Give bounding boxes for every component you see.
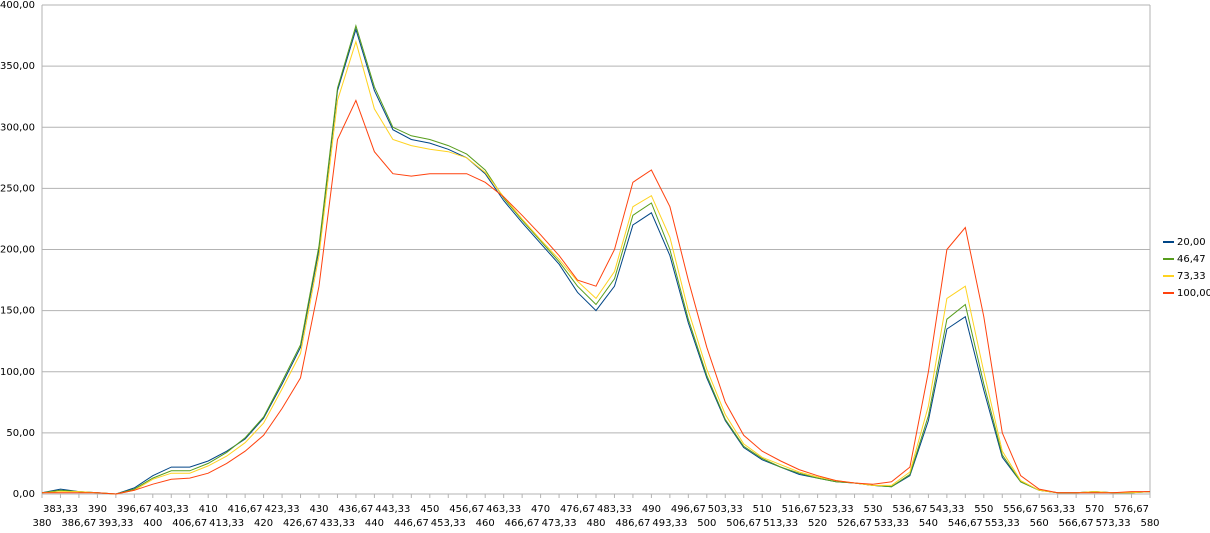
y-tick-label: 150,00 xyxy=(0,306,35,317)
y-tick-label: 0,00 xyxy=(13,489,35,500)
x-tick-label: 393,33 xyxy=(98,518,133,529)
x-tick-label: 560 xyxy=(1030,518,1049,529)
x-tick-label: 530 xyxy=(863,504,882,515)
y-tick-label: 350,00 xyxy=(0,61,35,72)
y-tick-label: 200,00 xyxy=(0,245,35,256)
x-tick-label: 423,33 xyxy=(265,504,300,515)
legend-label: 46,47 xyxy=(1177,254,1206,265)
x-tick-label: 443,33 xyxy=(375,504,410,515)
x-tick-label: 420 xyxy=(254,518,273,529)
x-tick-label: 536,67 xyxy=(892,504,927,515)
x-tick-label: 473,33 xyxy=(542,518,577,529)
x-tick-label: 550 xyxy=(974,504,993,515)
x-tick-label: 556,67 xyxy=(1003,504,1038,515)
x-tick-label: 456,67 xyxy=(449,504,484,515)
x-tick-label: 506,67 xyxy=(726,518,761,529)
x-tick-label: 573,33 xyxy=(1096,518,1131,529)
x-tick-label: 416,67 xyxy=(228,504,263,515)
y-tick-label: 50,00 xyxy=(6,428,35,439)
x-tick-label: 486,67 xyxy=(615,518,650,529)
x-tick-label: 390 xyxy=(88,504,107,515)
x-tick-label: 480 xyxy=(586,518,605,529)
x-tick-label: 383,33 xyxy=(43,504,78,515)
x-tick-label: 500 xyxy=(697,518,716,529)
x-tick-label: 453,33 xyxy=(431,518,466,529)
x-tick-label: 483,33 xyxy=(597,504,632,515)
x-tick-label: 516,67 xyxy=(782,504,817,515)
x-tick-label: 466,67 xyxy=(505,518,540,529)
x-tick-label: 400 xyxy=(143,518,162,529)
series-line xyxy=(42,99,1150,495)
x-tick-label: 470 xyxy=(531,504,550,515)
x-tick-label: 410 xyxy=(199,504,218,515)
x-tick-label: 440 xyxy=(365,518,384,529)
series-line xyxy=(41,27,1151,495)
x-tick-label: 540 xyxy=(919,518,938,529)
series-line xyxy=(41,39,1151,495)
x-tick-label: 566,67 xyxy=(1059,518,1094,529)
x-tick-label: 450 xyxy=(420,504,439,515)
x-tick-label: 526,67 xyxy=(837,518,872,529)
x-tick-label: 446,67 xyxy=(394,518,429,529)
x-tick-label: 580 xyxy=(1140,518,1159,529)
x-tick-label: 510 xyxy=(753,504,772,515)
y-tick-label: 400,00 xyxy=(0,0,35,11)
legend-label: 100,00 xyxy=(1177,288,1210,299)
x-tick-label: 463,33 xyxy=(486,504,521,515)
series-line xyxy=(41,24,1151,495)
x-tick-label: 433,33 xyxy=(320,518,355,529)
x-tick-label: 570 xyxy=(1085,504,1104,515)
x-tick-label: 403,33 xyxy=(154,504,189,515)
x-tick-label: 523,33 xyxy=(819,504,854,515)
legend-label: 73,33 xyxy=(1177,271,1206,282)
y-tick-label: 300,00 xyxy=(0,122,35,133)
x-tick-label: 553,33 xyxy=(985,518,1020,529)
x-tick-label: 543,33 xyxy=(929,504,964,515)
x-tick-label: 513,33 xyxy=(763,518,798,529)
x-tick-label: 460 xyxy=(476,518,495,529)
x-tick-label: 430 xyxy=(309,504,328,515)
y-tick-label: 250,00 xyxy=(0,183,35,194)
x-tick-label: 496,67 xyxy=(671,504,706,515)
x-tick-label: 520 xyxy=(808,518,827,529)
x-tick-label: 490 xyxy=(642,504,661,515)
x-tick-label: 546,67 xyxy=(948,518,983,529)
x-tick-label: 406,67 xyxy=(172,518,207,529)
x-tick-label: 493,33 xyxy=(652,518,687,529)
y-tick-label: 100,00 xyxy=(0,367,35,378)
x-tick-label: 503,33 xyxy=(708,504,743,515)
x-tick-label: 436,67 xyxy=(338,504,373,515)
x-tick-label: 396,67 xyxy=(117,504,152,515)
legend-label: 20,00 xyxy=(1177,237,1206,248)
x-tick-label: 476,67 xyxy=(560,504,595,515)
x-tick-label: 386,67 xyxy=(61,518,96,529)
x-tick-label: 413,33 xyxy=(209,518,244,529)
x-tick-label: 533,33 xyxy=(874,518,909,529)
x-tick-label: 426,67 xyxy=(283,518,318,529)
x-tick-label: 380 xyxy=(32,518,51,529)
x-tick-label: 563,33 xyxy=(1040,504,1075,515)
x-tick-label: 576,67 xyxy=(1114,504,1149,515)
